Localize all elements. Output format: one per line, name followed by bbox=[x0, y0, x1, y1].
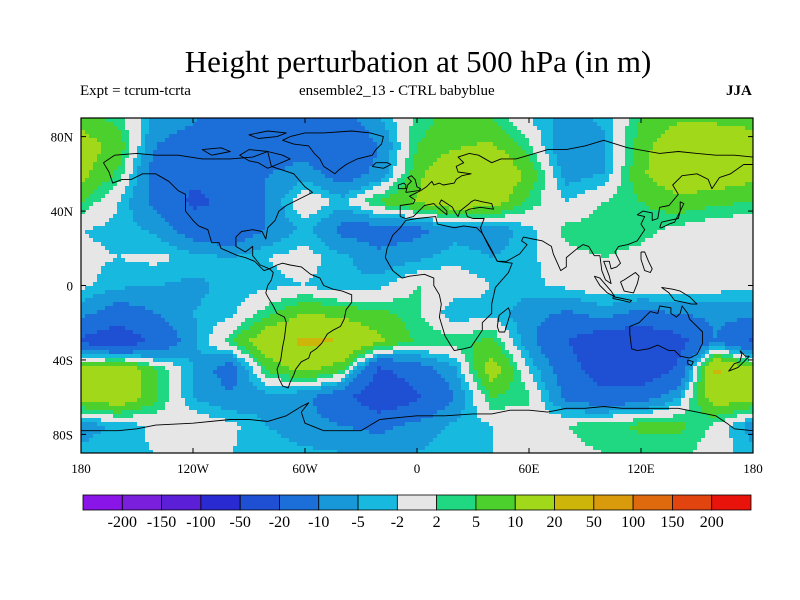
colorbar-box bbox=[318, 494, 359, 511]
y-axis-ticks: 80N 40N 0 40S 80S bbox=[51, 130, 753, 442]
colorbar-box bbox=[514, 494, 555, 511]
colorbar-label: 150 bbox=[660, 514, 684, 531]
chart-title: Height perturbation at 500 hPa (in m) bbox=[184, 44, 652, 79]
coastlines bbox=[81, 130, 753, 432]
colorbar-box bbox=[200, 494, 241, 511]
colorbar-label: -150 bbox=[147, 514, 176, 531]
colorbar-label: 20 bbox=[547, 514, 563, 531]
x-tick-label: 60W bbox=[292, 461, 318, 476]
colorbar-box bbox=[357, 494, 398, 511]
colorbar-box bbox=[82, 494, 123, 511]
y-tick-label: 80S bbox=[53, 427, 73, 442]
x-axis-ticks: 180 120W 60W 0 60E 120E 180 bbox=[71, 118, 763, 476]
colorbar-label: 200 bbox=[700, 514, 724, 531]
colorbar-label: -50 bbox=[230, 514, 251, 531]
colorbar-label: 10 bbox=[507, 514, 523, 531]
x-tick-label: 120E bbox=[627, 461, 655, 476]
y-tick-label: 80N bbox=[51, 130, 74, 145]
x-tick-label: 120W bbox=[177, 461, 210, 476]
colorbar-box bbox=[593, 494, 634, 511]
colorbar-box bbox=[672, 494, 713, 511]
colorbar-label: 100 bbox=[621, 514, 645, 531]
experiment-label: Expt = tcrum-tcrta bbox=[80, 83, 191, 99]
colorbar-box bbox=[711, 494, 752, 511]
colorbar-label: -10 bbox=[308, 514, 329, 531]
colorbar-label: -20 bbox=[269, 514, 290, 531]
colorbar-box bbox=[121, 494, 162, 511]
colorbar-box bbox=[396, 494, 438, 511]
perturbation-field bbox=[81, 118, 753, 453]
x-tick-label: 60E bbox=[519, 461, 540, 476]
colorbar-label: -100 bbox=[186, 514, 215, 531]
x-tick-label: 0 bbox=[414, 461, 421, 476]
ensemble-label: ensemble2_13 - CTRL babyblue bbox=[299, 83, 495, 99]
colorbar-box bbox=[239, 494, 280, 511]
x-tick-label: 180 bbox=[71, 461, 91, 476]
colorbar-label: -5 bbox=[351, 514, 364, 531]
colorbar-box bbox=[279, 494, 320, 511]
colorbar-label: 50 bbox=[586, 514, 602, 531]
season-label: JJA bbox=[726, 83, 752, 99]
colorbar-box bbox=[632, 494, 673, 511]
colorbar-label: 5 bbox=[472, 514, 480, 531]
colorbar-label: 2 bbox=[433, 514, 441, 531]
colorbar-box bbox=[475, 494, 516, 511]
y-tick-label: 40N bbox=[51, 204, 74, 219]
y-tick-label: 0 bbox=[67, 279, 74, 294]
y-tick-label: 40S bbox=[53, 353, 73, 368]
colorbar-box bbox=[161, 494, 202, 511]
colorbar-box bbox=[436, 494, 477, 511]
colorbar-label: -200 bbox=[108, 514, 137, 531]
x-tick-label: 180 bbox=[743, 461, 763, 476]
colorbar-box bbox=[554, 494, 595, 511]
colorbar-label: -2 bbox=[391, 514, 404, 531]
colorbar: -200 -150 -100 -50 -20 -10 -5 -2 2 5 10 20 50 100 150 2… bbox=[82, 494, 752, 531]
